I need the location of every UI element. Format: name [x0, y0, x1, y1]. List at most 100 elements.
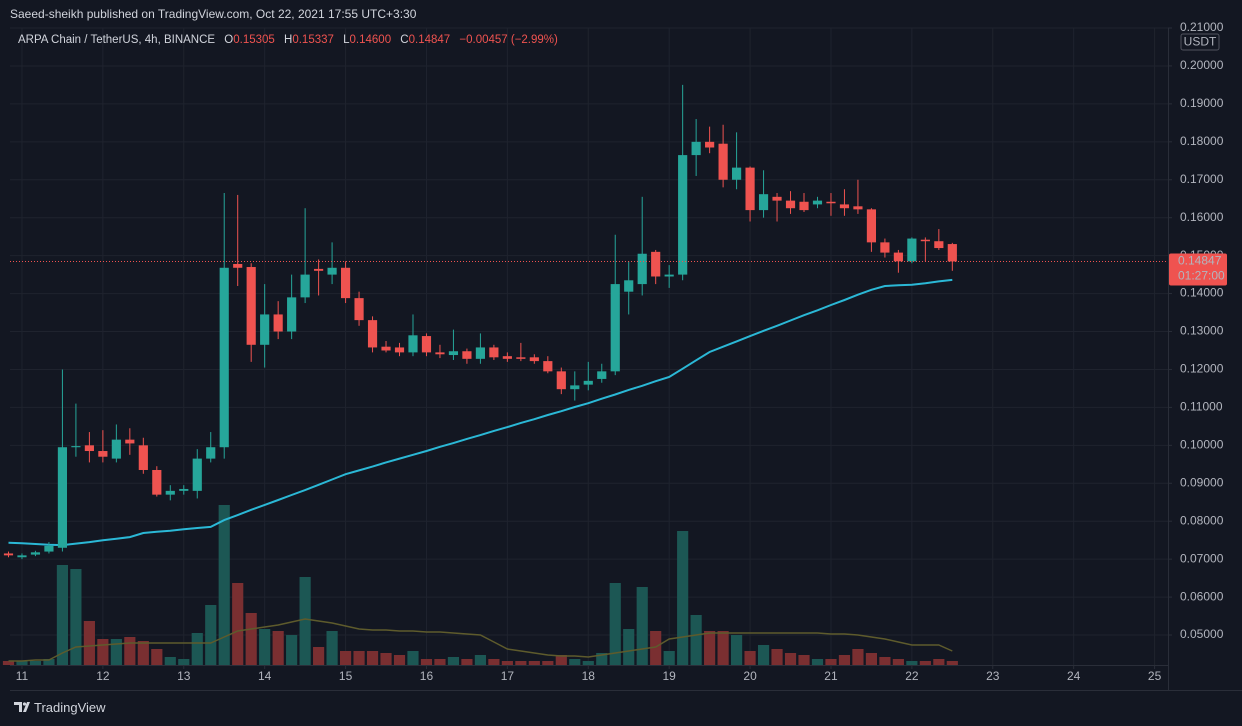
y-tick-label: 0.08000: [1180, 513, 1224, 527]
candle-body: [448, 351, 459, 356]
candle-body: [408, 335, 418, 353]
high-label: H: [284, 34, 293, 46]
candle-body: [421, 336, 432, 353]
candle-body: [84, 445, 94, 452]
candle-body: [758, 194, 769, 211]
y-tick-label: 0.18000: [1180, 134, 1224, 148]
candle-body: [354, 298, 364, 321]
symbol: ARPA Chain / TetherUS, 4h, BINANCE: [18, 34, 216, 46]
candle-body: [529, 357, 539, 362]
candle-body: [125, 439, 135, 444]
candle-body: [152, 469, 162, 495]
volume-bar: [299, 577, 311, 665]
candle-body: [893, 252, 903, 262]
candle-body: [799, 201, 809, 211]
y-tick-label: 0.13000: [1180, 324, 1224, 338]
candle-body: [314, 268, 324, 271]
candle-body: [812, 200, 823, 205]
volume-bar: [784, 653, 797, 665]
candle-body: [502, 356, 512, 359]
candle-body: [260, 314, 270, 345]
volume-bar: [528, 661, 540, 665]
x-tick-label: 23: [986, 669, 1000, 683]
volume-bar: [286, 635, 298, 665]
candle-body: [597, 371, 607, 379]
volume-bar: [771, 649, 783, 665]
y-tick-label: 0.16000: [1180, 210, 1224, 224]
volume-bar: [798, 655, 810, 665]
volume-bar: [43, 659, 55, 665]
x-tick-label: 11: [16, 669, 29, 683]
y-tick-label: 0.19000: [1180, 96, 1224, 110]
y-tick-label: 0.10000: [1180, 438, 1224, 452]
candle-body: [367, 320, 378, 348]
candle-body: [583, 380, 593, 385]
volume-bar: [650, 631, 662, 665]
volume-bar: [704, 631, 716, 665]
candle-body: [300, 274, 310, 298]
candle-body: [556, 371, 566, 390]
volume-bar: [663, 651, 675, 665]
y-tick-label: 0.20000: [1180, 58, 1224, 72]
volume-bar: [178, 659, 190, 665]
volume-bar: [447, 657, 460, 665]
volume-bar: [474, 655, 486, 665]
candle-body: [947, 244, 957, 262]
volume-bar: [326, 631, 338, 665]
candle-body: [394, 347, 405, 353]
moving-average-line: [8, 278, 953, 547]
volume-bar: [892, 659, 904, 665]
volume-bar: [218, 505, 230, 665]
candle-body: [273, 314, 283, 332]
candle-body: [907, 238, 917, 262]
x-tick-label: 16: [420, 669, 434, 683]
candle-body: [880, 242, 890, 253]
close-value: 0.14847: [408, 34, 451, 46]
volume-bar: [137, 641, 149, 665]
volume-bar: [677, 531, 689, 665]
candle-body: [246, 267, 256, 345]
volume-bar: [420, 659, 433, 665]
volume-bar: [636, 587, 648, 665]
y-tick-label: 0.21000: [1180, 20, 1224, 34]
volume-bar: [488, 659, 500, 665]
candle-body: [44, 545, 54, 552]
x-tick-label: 12: [96, 669, 110, 683]
y-tick-label: 0.09000: [1180, 475, 1224, 489]
volume-bar: [933, 659, 945, 665]
low-value: 0.14600: [349, 34, 392, 46]
candle-body: [718, 143, 728, 180]
tradingview-logo: [14, 702, 30, 712]
volume-bar: [879, 657, 891, 665]
last-price-label: 0.14847: [1178, 254, 1222, 268]
volume-bar: [164, 657, 176, 665]
candle-body: [664, 274, 674, 277]
candle-body: [732, 167, 742, 180]
volume-bar: [946, 661, 958, 665]
volume-bar: [339, 651, 352, 665]
volume-bar: [2, 661, 15, 665]
candle-body: [691, 141, 701, 156]
x-tick-label: 19: [662, 669, 676, 683]
volume-bar: [515, 661, 527, 665]
x-tick-label: 18: [582, 669, 596, 683]
volume-bar: [151, 649, 163, 665]
footer-brand: TradingView: [34, 700, 106, 715]
open-label: O: [224, 34, 234, 46]
x-tick-label: 20: [743, 669, 757, 683]
volume-bar: [205, 605, 217, 665]
y-tick-label: 0.17000: [1180, 172, 1224, 186]
volume-bar: [366, 651, 379, 665]
volume-bar: [16, 661, 28, 665]
volume-bar: [353, 651, 365, 665]
x-tick-label: 17: [501, 669, 515, 683]
x-tick-label: 22: [905, 669, 919, 683]
close-label: C: [400, 34, 409, 46]
y-tick-label: 0.11000: [1180, 400, 1223, 414]
high-value: 0.15337: [292, 34, 334, 46]
change-value: −0.00457 (−2.99%): [459, 34, 558, 46]
volume-bar: [191, 633, 203, 665]
